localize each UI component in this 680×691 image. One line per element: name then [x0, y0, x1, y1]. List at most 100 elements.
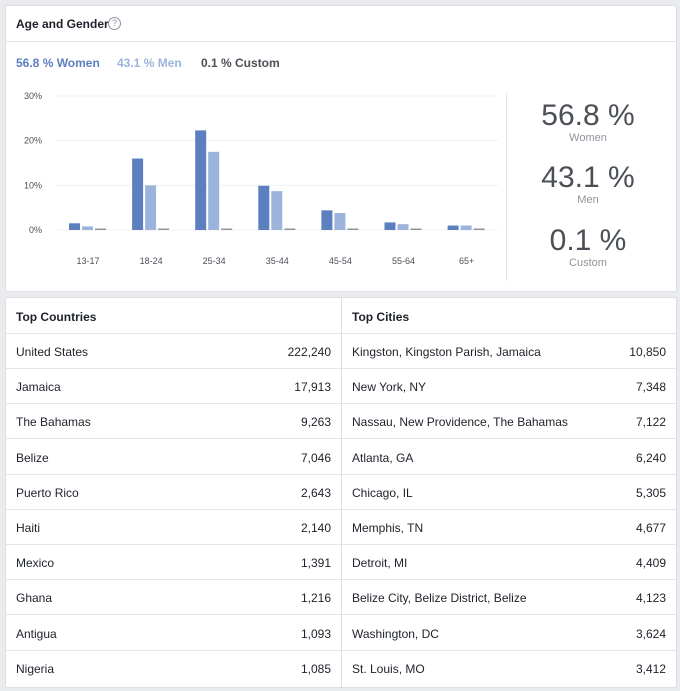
bar-women-35-44[interactable] [258, 185, 270, 230]
table-row: Memphis, TN 4,677 [342, 509, 676, 545]
table-row: Ghana 1,216 [6, 579, 341, 616]
table-header: Top Countries [6, 298, 341, 334]
location-count: 4,409 [635, 556, 666, 571]
table-row: Puerto Rico 2,643 [6, 474, 341, 510]
location-name: New York, NY [352, 380, 427, 395]
table-row: New York, NY 7,348 [342, 368, 676, 405]
location-count: 3,624 [635, 626, 666, 641]
location-name: Memphis, TN [352, 521, 424, 535]
table-row: Detroit, MI 4,409 [342, 544, 676, 581]
x-tick-label: 13-17 [76, 256, 99, 266]
location-name: Atlanta, GA [352, 450, 414, 465]
location-name: Belize [16, 450, 49, 465]
location-count: 17,913 [294, 380, 331, 395]
x-tick-label: 25-34 [203, 256, 226, 266]
bar-women-25-34[interactable] [195, 130, 207, 230]
bar-men-65+[interactable] [460, 225, 472, 230]
bar-women-45-54[interactable] [321, 210, 333, 230]
stat-women: 56.8 % Women [518, 100, 658, 145]
table-row: Chicago, IL 5,305 [342, 474, 676, 510]
legend-custom: 0.1 % Custom [201, 56, 280, 70]
location-count: 1,216 [300, 591, 331, 606]
bar-men-45-54[interactable] [334, 213, 346, 230]
table-row: Nassau, New Providence, The Bahamas 7,122 [342, 403, 676, 440]
y-tick-label: 0% [29, 225, 42, 235]
divider [506, 93, 507, 281]
location-name: Antigua [16, 626, 57, 641]
location-name: Jamaica [16, 380, 61, 395]
location-name: St. Louis, MO [352, 661, 425, 676]
x-tick-label: 45-54 [329, 256, 352, 266]
bar-women-18-24[interactable] [132, 158, 144, 230]
bar-men-13-17[interactable] [82, 226, 93, 230]
location-name: Haiti [16, 521, 41, 535]
location-count: 1,085 [300, 661, 331, 676]
x-tick-label: 18-24 [140, 256, 163, 266]
bar-custom-55-64[interactable] [410, 228, 422, 231]
y-tick-label: 20% [24, 136, 42, 146]
stat-custom: 0.1 % Custom [518, 225, 658, 270]
bar-custom-13-17[interactable] [95, 228, 106, 231]
location-count: 5,305 [635, 485, 666, 500]
bar-men-55-64[interactable] [397, 224, 409, 230]
table-row: Belize 7,046 [6, 439, 341, 475]
location-count: 222,240 [287, 345, 331, 359]
stat-label: Custom [569, 257, 607, 269]
column-header: Top Cities [352, 310, 410, 324]
location-name: Detroit, MI [352, 556, 408, 571]
bar-custom-18-24[interactable] [158, 228, 170, 231]
table-row: United States 222,240 [6, 333, 341, 369]
location-count: 10,850 [629, 345, 666, 359]
bar-men-18-24[interactable] [145, 185, 157, 230]
bar-women-65+[interactable] [447, 225, 459, 230]
location-name: Belize City, Belize District, Belize [352, 591, 527, 606]
legend-men: 43.1 % Men [117, 56, 182, 70]
location-count: 7,348 [635, 380, 666, 395]
table-row: Haiti 2,140 [6, 509, 341, 545]
bar-men-25-34[interactable] [208, 151, 220, 230]
location-count: 2,643 [300, 485, 331, 500]
location-name: The Bahamas [16, 415, 91, 430]
table-row: Atlanta, GA 6,240 [342, 439, 676, 475]
bar-custom-35-44[interactable] [284, 228, 296, 231]
location-count: 4,123 [635, 591, 666, 606]
location-name: United States [16, 345, 89, 359]
bar-women-55-64[interactable] [384, 222, 396, 230]
stat-value: 56.8 % [541, 99, 635, 132]
card-title: Age and Gender [16, 17, 109, 31]
location-count: 7,046 [300, 450, 331, 465]
question-circle-icon[interactable]: ? [108, 17, 121, 30]
location-name: Puerto Rico [16, 485, 79, 500]
x-tick-label: 35-44 [266, 256, 289, 266]
location-count: 3,412 [635, 661, 666, 676]
y-tick-label: 10% [24, 180, 42, 190]
column-header: Top Countries [16, 310, 97, 324]
legend-women: 56.8 % Women [16, 56, 100, 70]
stat-men: 43.1 % Men [518, 162, 658, 207]
stat-label: Men [577, 194, 599, 206]
x-tick-label: 65+ [459, 256, 474, 266]
stat-value: 43.1 % [541, 161, 635, 194]
bar-custom-25-34[interactable] [221, 228, 233, 231]
table-row: Mexico 1,391 [6, 544, 341, 581]
table-row: Washington, DC 3,624 [342, 615, 676, 651]
card-header: Age and Gender ? [6, 6, 676, 42]
top-countries-table: Top Countries United States 222,240 Jamaica… [6, 298, 341, 687]
location-count: 2,140 [300, 521, 331, 535]
location-name: Nassau, New Providence, The Bahamas [352, 415, 568, 430]
bar-custom-45-54[interactable] [347, 228, 359, 231]
location-count: 1,093 [300, 626, 331, 641]
stat-label: Women [569, 132, 607, 144]
bar-women-13-17[interactable] [69, 223, 80, 230]
location-name: Kingston, Kingston Parish, Jamaica [352, 345, 541, 359]
bar-custom-65+[interactable] [473, 228, 485, 231]
table-row: Nigeria 1,085 [6, 650, 341, 685]
y-tick-label: 30% [24, 91, 42, 101]
table-row: Belize City, Belize District, Belize 4,12… [342, 579, 676, 616]
x-tick-label: 55-64 [392, 256, 415, 266]
table-row: Jamaica 17,913 [6, 368, 341, 405]
stat-value: 0.1 % [549, 224, 627, 257]
table-row: St. Louis, MO 3,412 [342, 650, 676, 685]
table-row: The Bahamas 9,263 [6, 403, 341, 440]
bar-men-35-44[interactable] [271, 191, 283, 230]
